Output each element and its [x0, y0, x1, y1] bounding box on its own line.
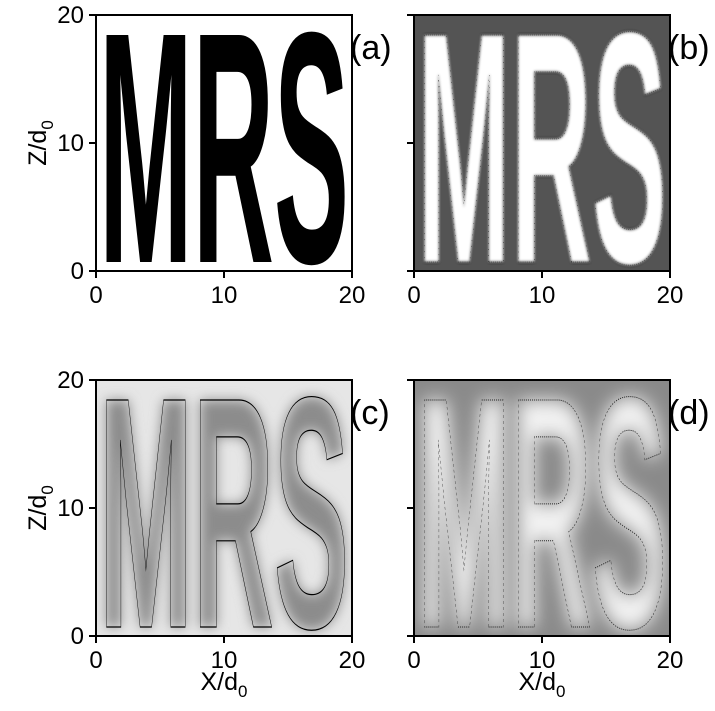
panel-b: MRS MRS [413, 0, 671, 332]
axis-ticks: 0 10 20 0 10 20 0 10 20 0 10 20 0 10 20 0 10 20 [57, 2, 683, 674]
x-tick-label: 20 [339, 282, 366, 309]
panel-d: MRS MRS [413, 328, 671, 697]
panel-label-c: (c) [350, 394, 390, 432]
panel-d-background [414, 380, 670, 636]
x-axis-label-right: X/d0 [519, 668, 566, 701]
panel-b-contours: MRS [417, 0, 667, 332]
y-axis-label-bottom: Z/d0 [24, 485, 57, 531]
panel-c: MRS MRS [95, 328, 353, 697]
x-tick-label: 20 [339, 647, 366, 674]
panel-c-background [96, 380, 352, 636]
x-axis-label-left: X/d0 [201, 668, 248, 701]
panel-d-contours: MRS [417, 328, 667, 697]
panel-a-background [96, 15, 352, 271]
panel-d-image: MRS [417, 328, 667, 697]
panel-label-d: (d) [668, 394, 710, 432]
y-tick-label: 10 [57, 495, 84, 522]
panel-label-a: (a) [350, 29, 392, 67]
y-tick-label: 10 [57, 130, 84, 157]
x-tick-label: 0 [407, 282, 420, 309]
x-tick-label: 20 [657, 282, 684, 309]
panel-b-image: MRS [417, 0, 667, 332]
x-tick-label: 10 [529, 647, 556, 674]
y-tick-label: 0 [71, 258, 84, 285]
x-tick-label: 10 [211, 282, 238, 309]
x-tick-label: 10 [211, 647, 238, 674]
panel-a-image: MRS [99, 0, 349, 332]
y-axis-label-top: Z/d0 [24, 120, 57, 166]
y-tick-label: 20 [57, 2, 84, 29]
panel-a: MRS [95, 0, 353, 332]
y-tick-label: 20 [57, 367, 84, 394]
x-tick-label: 20 [657, 647, 684, 674]
panel-c-contours: MRS [99, 328, 349, 697]
panel-c-image: MRS [99, 328, 349, 697]
y-tick-label: 0 [71, 623, 84, 650]
x-tick-label: 0 [407, 647, 420, 674]
x-tick-label: 10 [529, 282, 556, 309]
x-tick-label: 0 [89, 282, 102, 309]
panel-b-background [414, 15, 670, 271]
panel-label-b: (b) [668, 29, 710, 67]
x-tick-label: 0 [89, 647, 102, 674]
